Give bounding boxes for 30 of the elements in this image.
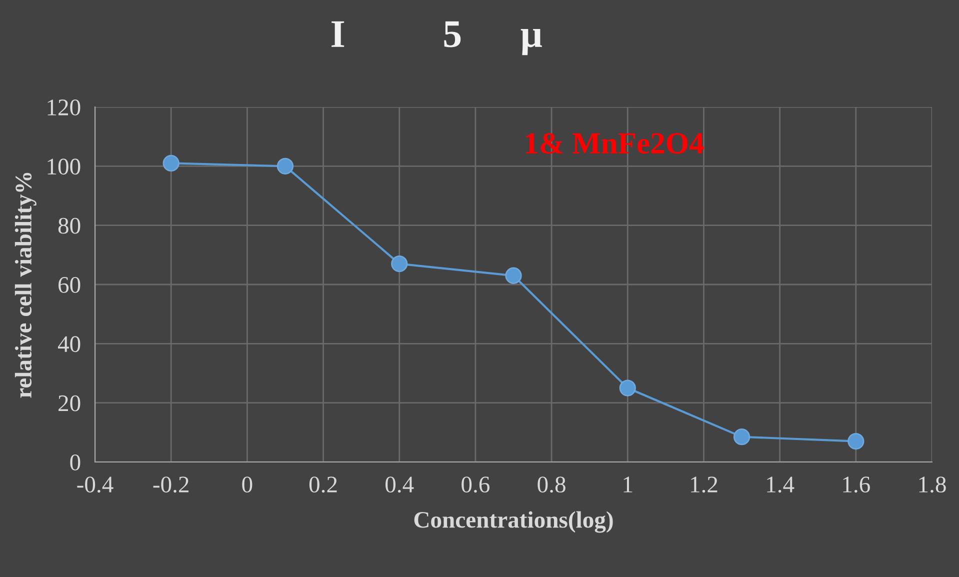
x-tick-label: 1.4 xyxy=(767,476,794,493)
y-axis-title: relative cell viability% xyxy=(14,172,36,398)
y-tick-label: 120 xyxy=(48,99,80,116)
x-tick-label: -0.4 xyxy=(77,476,114,493)
x-tick-label: 1.2 xyxy=(691,476,718,493)
x-tick-label: 1.8 xyxy=(919,476,946,493)
y-tick-label: 60 xyxy=(58,276,80,293)
y-tick-label: 0 xyxy=(70,454,80,470)
x-tick-label: 1.6 xyxy=(843,476,870,493)
point xyxy=(162,154,180,172)
y-tick-label: 20 xyxy=(58,395,80,412)
point xyxy=(276,158,294,174)
x-tick-label: 1 xyxy=(624,476,632,492)
x-axis-title: Concentrations(log) xyxy=(414,511,613,533)
point xyxy=(505,267,522,284)
annotation: 1& MnFe2O4 xyxy=(526,133,704,154)
y-tick-label: 40 xyxy=(58,336,80,352)
x-tick-label: 0 xyxy=(242,476,252,493)
point xyxy=(619,380,636,396)
x-tick-label: -0.2 xyxy=(153,476,188,493)
x-tick-label: 0.8 xyxy=(538,476,566,493)
x-tick-label: 0.4 xyxy=(386,476,414,493)
x-tick-label: 0.6 xyxy=(462,476,490,493)
y-tick-label: 80 xyxy=(58,218,80,234)
point xyxy=(848,432,864,450)
point xyxy=(733,428,750,446)
chart-title: I 5 μ xyxy=(332,21,542,56)
y-tick-label: 100 xyxy=(48,158,80,175)
x-tick-label: 0.2 xyxy=(309,476,337,493)
point xyxy=(391,255,408,272)
